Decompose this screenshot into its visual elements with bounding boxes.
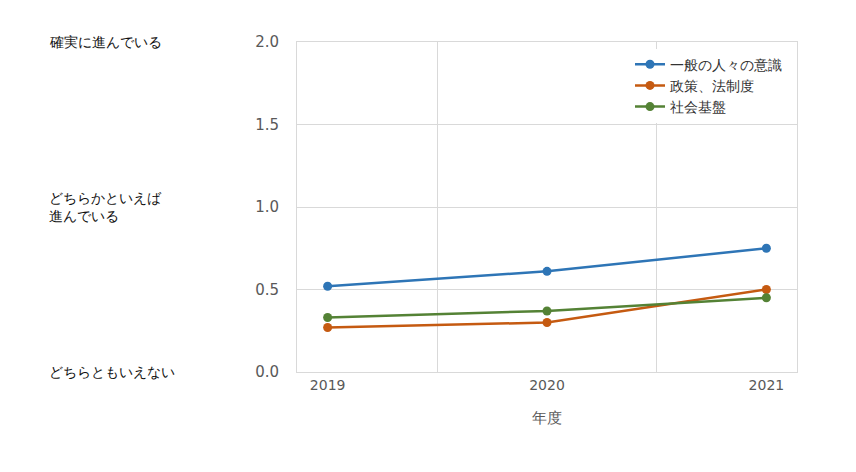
svg-text:一般の人々の意識: 一般の人々の意識 — [670, 57, 782, 73]
svg-text:2019: 2019 — [310, 377, 346, 393]
svg-text:年度: 年度 — [532, 409, 562, 427]
svg-text:2020: 2020 — [529, 377, 565, 393]
svg-text:0.5: 0.5 — [255, 281, 279, 299]
svg-text:どちらともいえない: どちらともいえない — [49, 364, 175, 380]
svg-text:2.0: 2.0 — [255, 33, 279, 51]
svg-text:どちらかといえば進んでいる: どちらかといえば進んでいる — [49, 190, 162, 224]
svg-text:政策、法制度: 政策、法制度 — [670, 78, 754, 94]
svg-text:1.0: 1.0 — [255, 198, 279, 216]
svg-text:2021: 2021 — [749, 377, 785, 393]
svg-text:確実に進んでいる: 確実に進んでいる — [49, 34, 162, 50]
svg-text:社会基盤: 社会基盤 — [670, 99, 726, 115]
svg-text:0.0: 0.0 — [255, 363, 279, 381]
svg-text:1.5: 1.5 — [255, 116, 279, 134]
